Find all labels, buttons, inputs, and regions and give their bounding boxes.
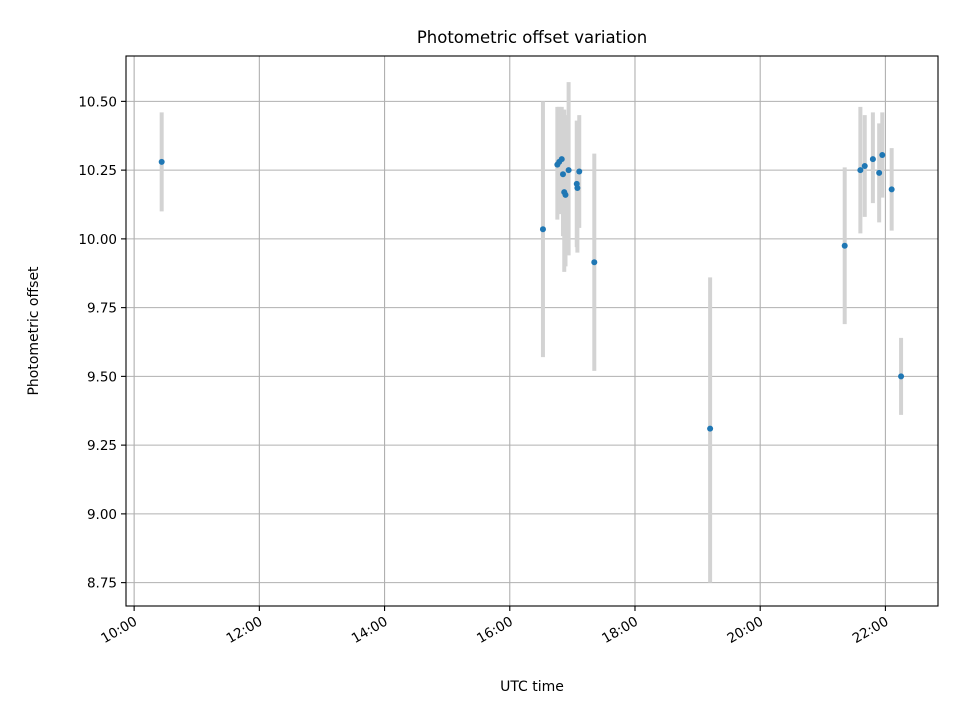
data-point (707, 425, 714, 432)
x-tick-label: 14:00 (349, 614, 391, 647)
data-point (879, 152, 886, 158)
plot-frame (125, 55, 939, 607)
y-tick-label: 10.00 (78, 232, 117, 248)
y-tick-label: 9.00 (87, 507, 117, 523)
y-tick-label: 8.75 (87, 576, 117, 592)
data-point (576, 168, 583, 175)
data-point (591, 259, 598, 266)
data-point (869, 156, 876, 163)
data-point (565, 167, 572, 174)
y-axis-ticks: 8.75 9.00 9.25 9.50 9.75 10.00 10.25 10.50 (78, 94, 126, 592)
data-point (898, 373, 905, 380)
data-point (558, 156, 565, 163)
data-point (539, 226, 546, 233)
chart-title: Photometric offset variation (417, 28, 647, 47)
y-tick-label: 9.25 (87, 438, 117, 454)
data-point (876, 169, 883, 176)
x-tick-label: 20:00 (725, 614, 767, 647)
y-tick-label: 9.50 (87, 369, 117, 385)
x-axis-label: UTC time (500, 679, 564, 695)
x-tick-label: 10:00 (98, 614, 140, 647)
x-axis-ticks: 10:00 12:00 14:00 16:00 18:00 20:00 22:00 (98, 606, 891, 647)
data-point (841, 242, 848, 249)
data-point (158, 158, 165, 165)
data-point (861, 163, 868, 169)
errorbar-layer (159, 82, 904, 583)
x-tick-label: 12:00 (224, 614, 266, 647)
data-point (574, 185, 581, 191)
data-point (562, 191, 569, 198)
y-tick-label: 9.75 (87, 301, 117, 317)
y-tick-label: 10.25 (78, 163, 117, 179)
grid-layer (126, 56, 938, 606)
point-layer (158, 152, 905, 432)
x-tick-label: 16:00 (474, 614, 516, 647)
x-tick-label: 18:00 (599, 614, 641, 647)
x-tick-label: 22:00 (850, 614, 892, 647)
data-point (857, 167, 864, 174)
y-axis-label: Photometric offset (26, 266, 42, 396)
data-point (888, 186, 895, 193)
y-tick-label: 10.50 (78, 94, 117, 110)
data-point (559, 171, 566, 178)
